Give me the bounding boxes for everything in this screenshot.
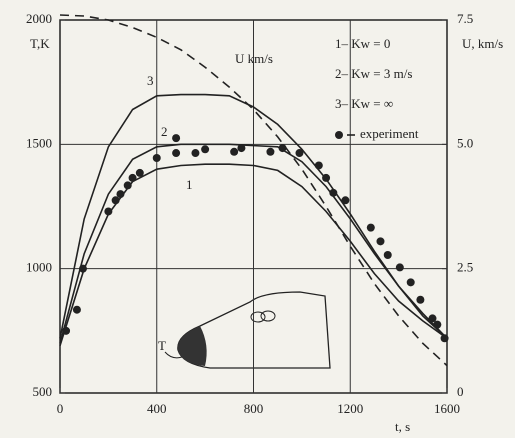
series-line [59, 93, 448, 339]
data-point [322, 173, 331, 182]
data-point [62, 326, 71, 335]
data-point [191, 149, 200, 158]
data-point [416, 295, 425, 304]
data-point [341, 196, 350, 205]
data-point [172, 134, 181, 143]
curve-label: 1 [186, 177, 193, 192]
data-point [406, 278, 415, 287]
x-tick-label: 1600 [434, 401, 460, 416]
data-point [440, 334, 449, 343]
series-line [59, 163, 448, 347]
x-tick-label: 800 [244, 401, 264, 416]
data-point [78, 264, 87, 273]
x-tick-label: 400 [147, 401, 167, 416]
data-point [237, 144, 246, 153]
data-point [111, 196, 120, 205]
data-point [152, 154, 161, 163]
curve-label: 2 [161, 124, 168, 139]
data-point [329, 188, 338, 197]
data-point [278, 144, 287, 153]
y-tick-label: 1500 [26, 135, 52, 150]
data-point [116, 190, 125, 199]
y2-tick-label: 7.5 [457, 11, 473, 26]
y2-tick-label: 0 [457, 384, 464, 399]
data-point [366, 223, 375, 232]
data-point [230, 147, 239, 156]
data-point [295, 149, 304, 158]
legend-label: 2– Kw = 3 m/s [335, 66, 412, 81]
legend-label: experiment [360, 126, 419, 141]
y-tick-label: 1000 [26, 260, 52, 275]
data-point [395, 263, 404, 272]
y-tick-label: 2000 [26, 11, 52, 26]
y-tick-label: 500 [33, 384, 53, 399]
data-point [383, 250, 392, 259]
legend-marker [335, 131, 343, 139]
y-axis-label: T,K [30, 36, 50, 51]
x-axis-label: t, s [395, 419, 410, 434]
data-point [172, 149, 181, 158]
y2-axis-label: U, km/s [462, 36, 503, 51]
x-tick-label: 1200 [337, 401, 363, 416]
data-point [135, 168, 144, 177]
y2-tick-label: 5.0 [457, 135, 473, 150]
data-point [266, 147, 275, 156]
curve-label: 3 [147, 73, 154, 88]
data-point [201, 145, 210, 154]
data-point [428, 314, 437, 323]
data-point [128, 173, 137, 182]
legend-label: 3– Kw = ∞ [335, 96, 393, 111]
x-tick-label: 0 [57, 401, 64, 416]
inset-label: T [158, 338, 166, 353]
data-point [72, 305, 81, 314]
legend-label: 1– Kw = 0 [335, 36, 390, 51]
data-point [376, 237, 385, 246]
data-point [314, 161, 323, 170]
y2-tick-label: 2.5 [457, 260, 473, 275]
data-point [104, 207, 113, 216]
series-line [59, 143, 448, 344]
series-line [59, 14, 448, 367]
data-point [433, 320, 442, 329]
inset-drawing [164, 291, 331, 369]
data-point [123, 181, 132, 190]
